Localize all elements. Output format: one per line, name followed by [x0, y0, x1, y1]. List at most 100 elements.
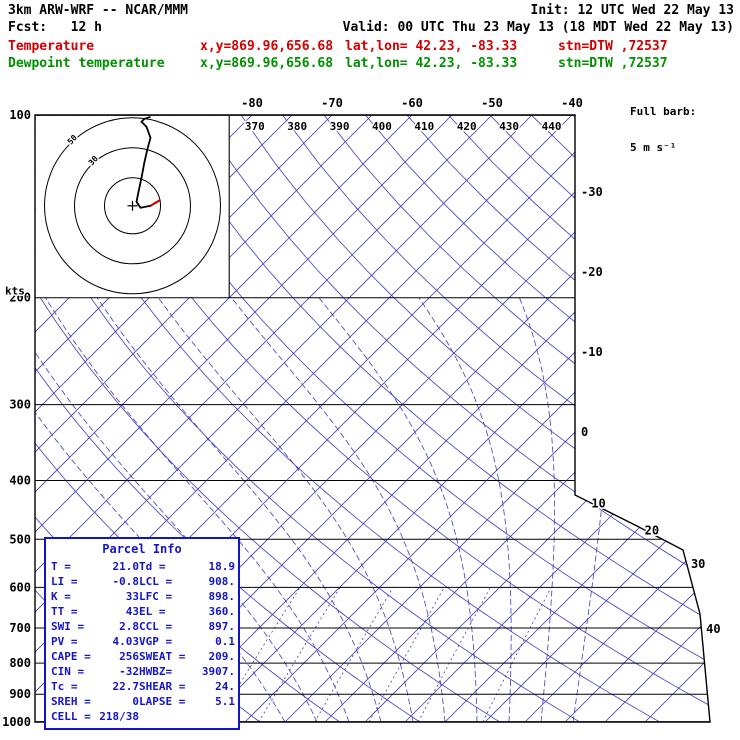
- parcel-label: LCL =: [139, 575, 173, 588]
- temperature-station: stn=DTW ,72537: [558, 39, 668, 54]
- init-time: Init: 12 UTC Wed 22 May 13: [530, 3, 735, 18]
- isotherm-label-right: 10: [591, 497, 605, 511]
- parcel-info-row: TT = 43 EL = 360.: [51, 604, 236, 619]
- parcel-value: 908.: [208, 575, 236, 588]
- pressure-tick-label: 400: [9, 473, 31, 487]
- isotherm-label-top: -40: [561, 96, 583, 110]
- parcel-label: CELL =: [51, 710, 91, 723]
- parcel-value: 0.1: [215, 635, 235, 648]
- theta-label-top: 380: [287, 120, 307, 133]
- parcel-label: SWI =: [51, 620, 85, 633]
- parcel-label: SWEAT =: [139, 650, 186, 663]
- parcel-value: 209.: [208, 650, 236, 663]
- isotherm-label-top: -70: [321, 96, 343, 110]
- theta-label-top: 370: [245, 120, 265, 133]
- parcel-label: T =: [51, 560, 71, 573]
- parcel-value: 3907.: [201, 665, 235, 678]
- parcel-info-row: SREH = 0 LAPSE = 5.1: [51, 694, 235, 709]
- dewpoint-xy: x,y=869.96,656.68: [200, 56, 334, 71]
- isotherm-label-right: 20: [645, 523, 659, 537]
- pressure-tick-label: 800: [9, 656, 31, 670]
- parcel-value: [197, 709, 235, 724]
- isotherm-label-right: -30: [581, 185, 603, 199]
- parcel-value: 24.: [215, 680, 235, 693]
- kts-label: kts: [5, 285, 25, 298]
- parcel-info-rows: T = 21.0 Td = 18.9 LI = -0.8 LCL = 908. K = 33 LFC…: [51, 559, 236, 724]
- parcel-value: 43: [125, 605, 139, 618]
- isotherm-label-right: 0: [581, 425, 588, 439]
- parcel-info-row: LI = -0.8 LCL = 908.: [51, 574, 236, 589]
- isotherm-label-top: -80: [241, 96, 263, 110]
- parcel-value: 5.1: [215, 695, 235, 708]
- parcel-label: LAPSE =: [139, 695, 186, 708]
- pressure-tick-label: 200: [9, 291, 31, 305]
- isotherm-label-right: -20: [581, 265, 603, 279]
- theta-label-top: 420: [457, 120, 477, 133]
- barb-legend-line2: 5 m s⁻¹: [630, 141, 677, 154]
- parcel-value: 256: [119, 650, 139, 663]
- pressure-tick-label: 600: [9, 580, 31, 594]
- parcel-label: PV =: [51, 635, 78, 648]
- barb-legend-line1: Full barb:: [630, 105, 697, 118]
- parcel-info-row: CELL = 218/38: [51, 709, 233, 724]
- parcel-label: CIN =: [51, 665, 85, 678]
- parcel-label: CCL =: [139, 620, 173, 633]
- parcel-info-row: PV = 4.03 VGP = 0.1: [51, 634, 235, 649]
- isotherm-label-right: 30: [691, 557, 705, 571]
- parcel-value: 22.7: [112, 680, 140, 693]
- parcel-value: 218/38: [99, 710, 139, 723]
- parcel-label: Tc =: [51, 680, 78, 693]
- pressure-tick-label: 100: [9, 108, 31, 122]
- pressure-tick-label: 300: [9, 398, 31, 412]
- hodograph-trace: [135, 115, 161, 209]
- parcel-value: 18.9: [208, 560, 236, 573]
- valid-time: Valid: 00 UTC Thu 23 May 13 (18 MDT Wed …: [342, 20, 734, 35]
- parcel-label: LI =: [51, 575, 78, 588]
- isotherm-label-top: -50: [481, 96, 503, 110]
- parcel-label: K =: [51, 590, 71, 603]
- plot-frame: [34, 114, 711, 723]
- parcel-value: -0.8: [112, 575, 140, 588]
- isotherm-label-right: 40: [706, 622, 720, 636]
- barb-legend: Full barb: 5 m s⁻¹: [630, 82, 696, 178]
- parcel-label: VGP =: [139, 635, 173, 648]
- parcel-info-panel: Parcel Info T = 21.0 Td = 18.9 LI = -0.8 LCL =…: [44, 537, 240, 730]
- theta-label-top: 400: [372, 120, 392, 133]
- dewpoint-latlon: lat,lon= 42.23, -83.33: [345, 56, 518, 71]
- theta-label-top: 440: [542, 120, 562, 133]
- parcel-value: -32: [119, 665, 139, 678]
- parcel-value: 897.: [208, 620, 236, 633]
- parcel-value: 360.: [208, 605, 236, 618]
- parcel-info-row: CIN = -32 HWBZ= 3907.: [51, 664, 235, 679]
- parcel-info-row: K = 33 LFC = 898.: [51, 589, 235, 604]
- parcel-label: [139, 709, 197, 724]
- parcel-value: 21.0: [112, 560, 140, 573]
- pressure-tick-label: 1000: [2, 715, 31, 729]
- parcel-label: Td =: [139, 560, 166, 573]
- parcel-value: 4.03: [112, 635, 140, 648]
- pressure-tick-label: 900: [9, 687, 31, 701]
- parcel-label: SREH =: [51, 695, 91, 708]
- parcel-info-row: CAPE = 256 SWEAT = 209.: [51, 649, 236, 664]
- temperature-xy: x,y=869.96,656.68: [200, 39, 334, 54]
- parcel-info-row: SWI = 2.8 CCL = 897.: [51, 619, 236, 634]
- dewpoint-station: stn=DTW ,72537: [558, 56, 668, 71]
- dewpoint-legend-label: Dewpoint temperature: [8, 56, 165, 71]
- theta-label-top: 430: [499, 120, 519, 133]
- model-title: 3km ARW-WRF -- NCAR/MMM: [8, 3, 189, 18]
- theta-label-top: 390: [330, 120, 350, 133]
- theta-label-top: 410: [414, 120, 434, 133]
- isotherm-label-right: -10: [581, 345, 603, 359]
- parcel-info-row: T = 21.0 Td = 18.9: [51, 559, 236, 574]
- temperature-latlon: lat,lon= 42.23, -83.33: [345, 39, 518, 54]
- parcel-label: LFC =: [139, 590, 173, 603]
- parcel-value: 2.8: [119, 620, 139, 633]
- parcel-label: CAPE =: [51, 650, 91, 663]
- parcel-label: TT =: [51, 605, 78, 618]
- temperature-legend-label: Temperature: [8, 39, 95, 54]
- forecast-hour: Fcst: 12 h: [8, 20, 102, 35]
- parcel-label: EL =: [139, 605, 166, 618]
- parcel-info-row: Tc = 22.7 SHEAR = 24.: [51, 679, 235, 694]
